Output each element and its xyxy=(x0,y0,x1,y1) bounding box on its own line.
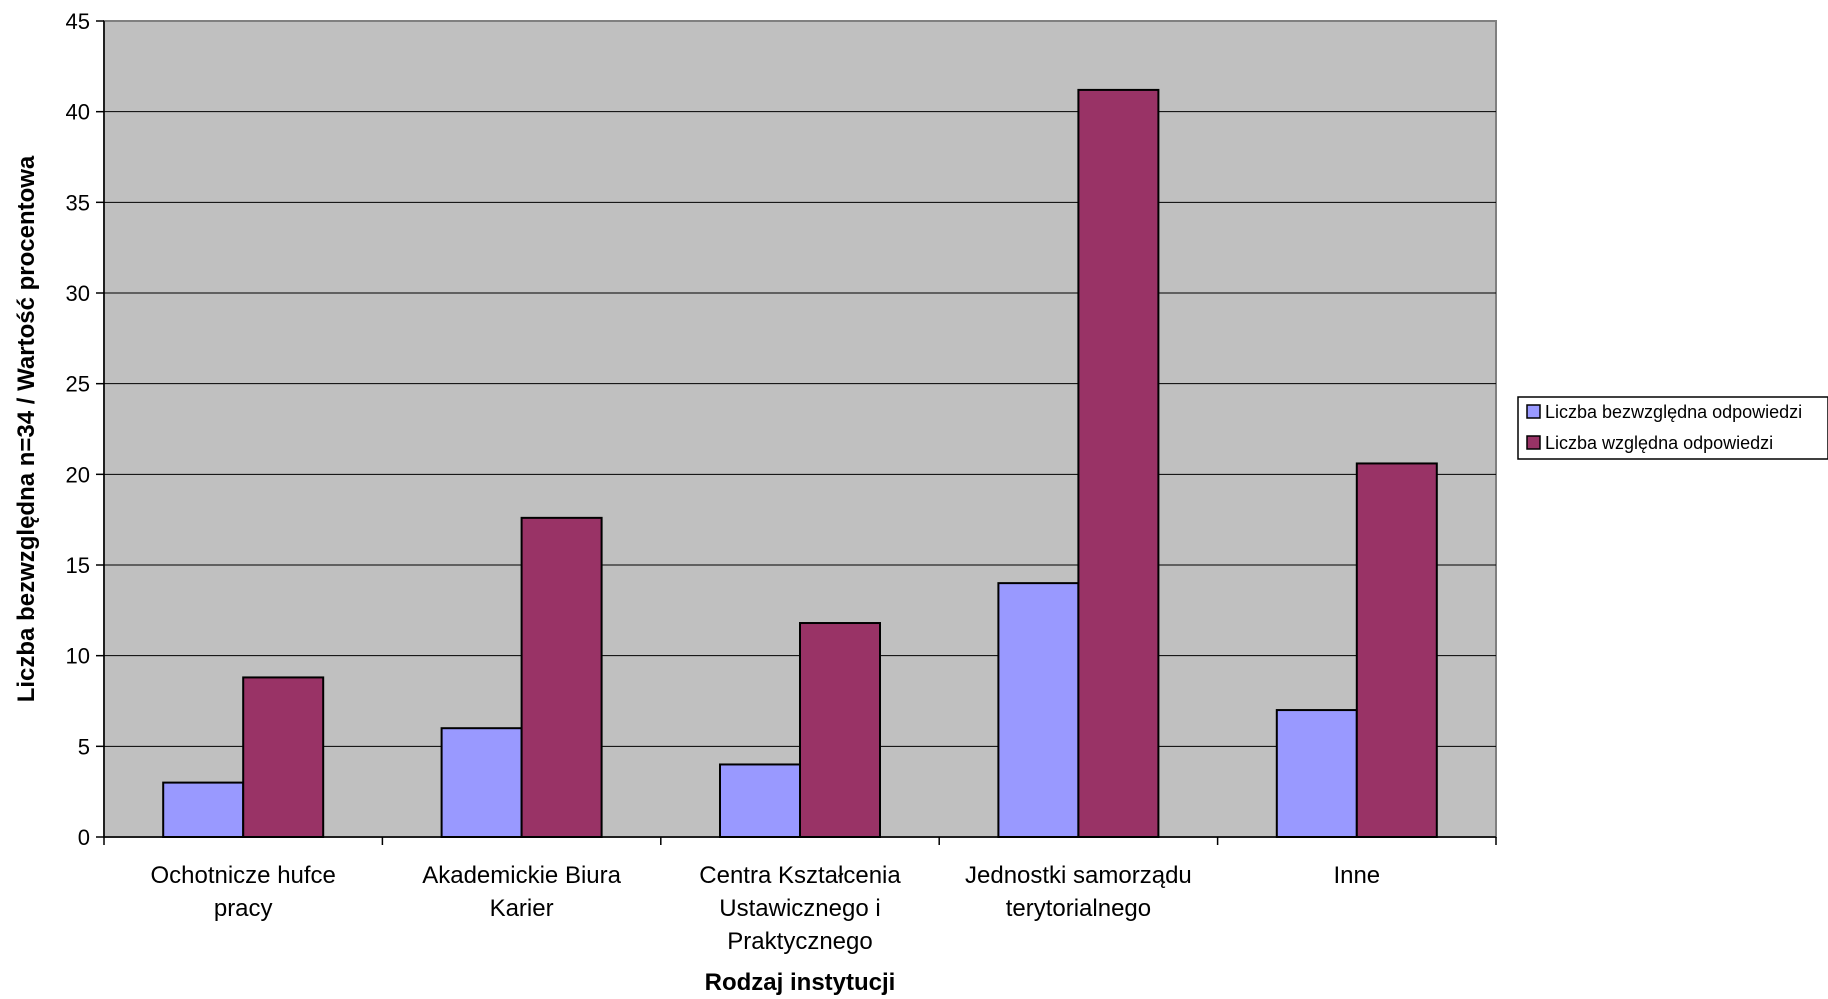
x-category-label: Ustawicznego i xyxy=(719,895,880,922)
x-category-label: Inne xyxy=(1333,862,1380,889)
y-tick-label: 25 xyxy=(66,372,90,397)
legend-box xyxy=(1517,396,1828,460)
x-axis: Ochotnicze hufce pracy Akademickie Biura Ka… xyxy=(103,836,1497,955)
y-tick-label: 10 xyxy=(66,644,90,669)
x-category-label: Centra Kształcenia xyxy=(699,862,901,889)
bar-series-2 xyxy=(1355,462,1438,838)
bars xyxy=(162,88,1438,839)
legend-label-series-2: Liczba względna odpowiedzi xyxy=(1545,433,1773,453)
x-category-label: Karier xyxy=(490,895,554,922)
bar-series-2 xyxy=(1077,88,1160,838)
x-category-label: Jednostki samorządu xyxy=(965,862,1192,889)
bar-series-1 xyxy=(1275,709,1358,838)
y-tick-label: 15 xyxy=(66,553,90,578)
y-tick-label: 5 xyxy=(78,734,90,759)
bar-series-2 xyxy=(242,676,325,839)
bar-series-1 xyxy=(440,727,523,839)
bar-series-1 xyxy=(162,781,245,838)
x-category-label: Praktycznego xyxy=(727,928,872,955)
y-axis: 0 5 10 15 20 25 30 35 40 45 xyxy=(66,9,105,850)
legend: Liczba bezwzględna odpowiedzi Liczba wzg… xyxy=(1517,396,1828,460)
x-category-label: Akademickie Biura xyxy=(422,862,621,889)
x-category-label: Ochotnicze hufce xyxy=(150,862,335,889)
x-axis-title: Rodzaj instytucji xyxy=(705,969,896,996)
y-tick-label: 40 xyxy=(66,100,90,125)
legend-label-series-1: Liczba bezwzględna odpowiedzi xyxy=(1545,402,1802,422)
gridlines xyxy=(104,111,1496,747)
y-tick-label: 0 xyxy=(78,825,90,850)
y-tick-label: 45 xyxy=(66,9,90,34)
y-tick-label: 20 xyxy=(66,462,90,487)
bar-series-1 xyxy=(997,582,1080,839)
y-tick-label: 35 xyxy=(66,190,90,215)
y-tick-label: 30 xyxy=(66,281,90,306)
x-category-label: terytorialnego xyxy=(1006,895,1151,922)
bar-series-1 xyxy=(719,763,801,839)
bar-series-2 xyxy=(520,516,603,838)
x-category-label: pracy xyxy=(214,895,273,922)
legend-swatch-series-1 xyxy=(1526,404,1541,419)
bar-series-2 xyxy=(799,622,881,838)
y-axis-title: Liczba bezwzględna n=34 / Wartość procen… xyxy=(13,155,40,702)
legend-swatch-series-2 xyxy=(1526,435,1541,450)
